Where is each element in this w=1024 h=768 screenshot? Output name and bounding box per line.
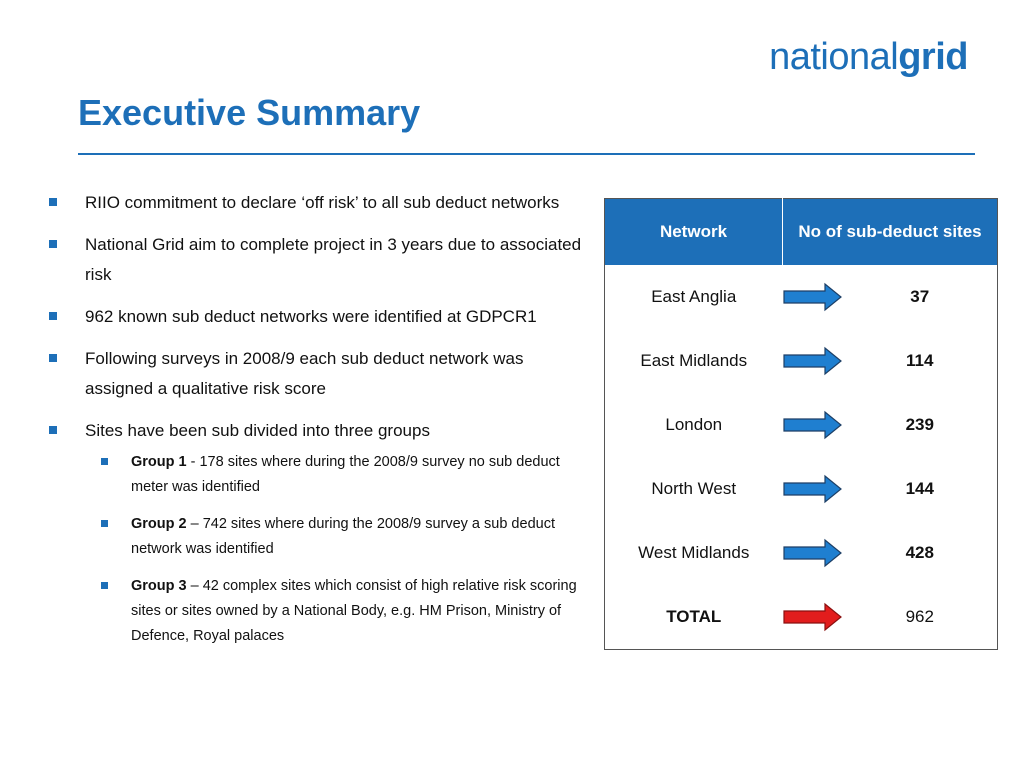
square-bullet-icon (101, 458, 108, 465)
group-item: Group 1 - 178 sites where during the 200… (85, 450, 593, 500)
bullet-text: National Grid aim to complete project in… (85, 235, 582, 284)
bullet-text: 962 known sub deduct networks were ident… (85, 307, 537, 326)
table-row: North West 144 (605, 457, 998, 521)
bullet-item: National Grid aim to complete project in… (48, 230, 593, 290)
group-item: Group 3 – 42 complex sites which consist… (85, 574, 593, 649)
square-bullet-icon (101, 582, 108, 589)
square-bullet-icon (49, 198, 57, 206)
group-label: Group 2 (131, 516, 187, 532)
national-grid-logo: nationalgrid (769, 36, 968, 79)
square-bullet-icon (49, 240, 57, 248)
bullet-text: RIIO commitment to declare ‘off risk’ to… (85, 193, 560, 212)
bullet-item: 962 known sub deduct networks were ident… (48, 302, 593, 332)
network-name-cell: North West (651, 479, 737, 498)
site-count-cell: 37 (910, 287, 930, 306)
arrow-cell (782, 393, 843, 457)
group-text: – 742 sites where during the 2008/9 surv… (131, 516, 555, 557)
group-label: Group 1 (131, 454, 187, 470)
header-site-count: No of sub-deduct sites (782, 198, 998, 265)
arrow-cell (782, 329, 843, 393)
square-bullet-icon (49, 354, 57, 362)
arrow-cell (782, 457, 843, 521)
bullet-text: Sites have been sub divided into three g… (85, 421, 430, 440)
site-count-cell: 144 (905, 479, 934, 498)
arrow-cell (782, 521, 843, 585)
table-row: TOTAL 962 (605, 585, 998, 650)
network-name-cell: East Anglia (651, 287, 737, 306)
header-network: Network (604, 198, 783, 265)
table-row: West Midlands 428 (605, 521, 998, 585)
bullet-item: RIIO commitment to declare ‘off risk’ to… (48, 188, 593, 218)
table-row: London 239 (605, 393, 998, 457)
network-sites-table: Network No of sub-deduct sites East Angl… (604, 198, 999, 650)
right-arrow-icon (782, 410, 842, 440)
group-sub-list: Group 1 - 178 sites where during the 200… (85, 450, 593, 649)
group-text: – 42 complex sites which consist of high… (131, 578, 577, 644)
title-divider (78, 153, 975, 155)
page-title: Executive Summary (78, 92, 421, 133)
summary-bullet-list: RIIO commitment to declare ‘off risk’ to… (48, 188, 593, 661)
network-name-cell: TOTAL (666, 607, 722, 626)
group-label: Group 3 (131, 578, 187, 594)
logo-bold-text: grid (898, 36, 968, 78)
square-bullet-icon (49, 312, 57, 320)
network-name-cell: East Midlands (640, 351, 748, 370)
right-arrow-icon (782, 538, 842, 568)
arrow-cell (782, 585, 843, 650)
table-header-row: Network No of sub-deduct sites (604, 198, 998, 265)
site-count-cell: 962 (905, 607, 934, 626)
group-item: Group 2 – 742 sites where during the 200… (85, 512, 593, 562)
site-count-cell: 239 (905, 415, 934, 434)
bullet-text: Following surveys in 2008/9 each sub ded… (85, 349, 524, 398)
right-arrow-icon (782, 602, 842, 632)
site-count-cell: 114 (906, 351, 934, 370)
logo-light-text: national (769, 36, 899, 78)
network-name-cell: London (665, 415, 723, 434)
site-count-cell: 428 (905, 543, 934, 562)
right-arrow-icon (782, 346, 842, 376)
table-body: East Anglia 37 East Midlands 114 London 239 No… (605, 265, 998, 650)
table-row: East Anglia 37 (605, 265, 998, 329)
right-arrow-icon (782, 282, 842, 312)
table-row: East Midlands 114 (605, 329, 998, 393)
arrow-cell (782, 265, 843, 329)
right-arrow-icon (782, 474, 842, 504)
bullet-item: Following surveys in 2008/9 each sub ded… (48, 344, 593, 404)
square-bullet-icon (101, 520, 108, 527)
group-text: - 178 sites where during the 2008/9 surv… (131, 454, 560, 495)
bullet-item: Sites have been sub divided into three g… (48, 416, 593, 649)
network-name-cell: West Midlands (638, 543, 750, 562)
square-bullet-icon (49, 426, 57, 434)
